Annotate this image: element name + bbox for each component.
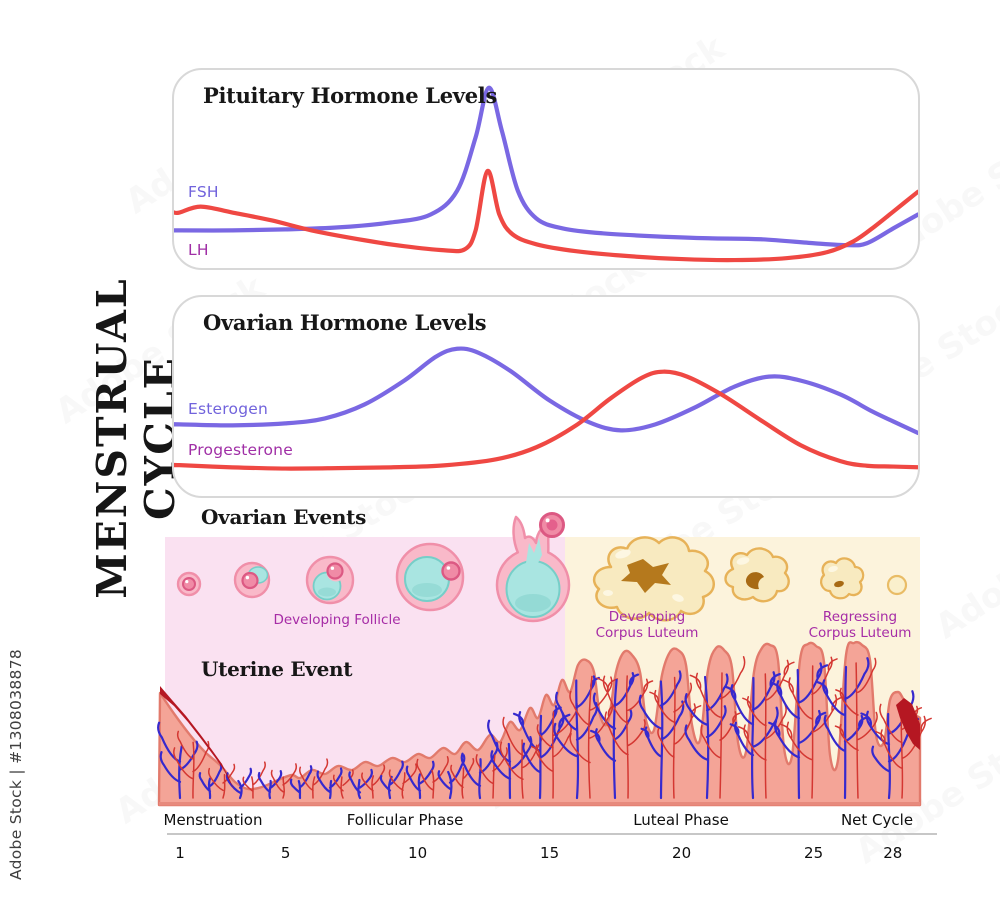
pituitary-hormone-panel: Pituitary Hormone Levels FSH LH — [172, 68, 920, 270]
corpus-luteum-icon — [724, 547, 790, 603]
vein-vessel — [684, 673, 729, 800]
vein-vessel — [316, 767, 343, 800]
vein-vessel — [553, 675, 600, 800]
primordial-follicle-icon — [176, 571, 202, 597]
artery-vessel — [207, 763, 236, 799]
day-axis-line — [167, 833, 937, 835]
uterine-event-heading: Uterine Event — [201, 657, 353, 681]
artery-vessel — [242, 761, 266, 799]
endometrial-blood-vessels — [157, 656, 932, 800]
day-tick-28: 28 — [883, 844, 903, 862]
artery-vessel — [416, 756, 449, 799]
primary-follicle-icon — [233, 561, 271, 599]
endometrium-base-line — [159, 802, 920, 806]
vein-vessel — [257, 770, 283, 800]
corpus-albicans-icon — [886, 574, 908, 596]
artery-vessel — [834, 657, 878, 799]
ovulating-follicle-icon — [495, 512, 571, 623]
ovarian-panel-title: Ovarian Hormone Levels — [203, 310, 487, 335]
vein-vessel — [816, 657, 870, 800]
lh-curve — [174, 168, 918, 263]
day-tick-1: 1 — [175, 844, 185, 862]
ovarian-uterine-illustration — [157, 512, 932, 807]
vein-vessel — [405, 760, 435, 800]
artery-vessel — [332, 769, 354, 799]
mature-follicle-icon — [395, 542, 465, 612]
vein-vessel — [724, 671, 781, 800]
estrogen-curve-label: Esterogen — [188, 400, 268, 418]
day-tick-10: 10 — [408, 844, 428, 862]
progesterone-curve-label: Progesterone — [188, 441, 293, 459]
developing-corpus-luteum-caption: Developing Corpus Luteum — [595, 609, 699, 641]
ovarian-hormone-panel: Ovarian Hormone Levels Esterogen Progest… — [172, 295, 920, 498]
day-tick-15: 15 — [540, 844, 560, 862]
fsh-curve-label: FSH — [188, 183, 219, 201]
lh-curve-label: LH — [188, 241, 209, 259]
progesterone-curve — [174, 369, 918, 471]
esterogen-curve — [174, 346, 918, 436]
artery-vessel — [569, 675, 619, 799]
vein-vessel — [348, 768, 373, 800]
artery-vessel — [780, 656, 844, 799]
pituitary-panel-title: Pituitary Hormone Levels — [203, 83, 497, 108]
artery-vessel — [475, 747, 508, 799]
vein-vessel — [437, 754, 466, 800]
artery-vessel — [270, 763, 298, 799]
artery-vessel — [531, 699, 578, 799]
day-tick-5: 5 — [280, 844, 291, 862]
phase-label-follicular-phase: Follicular Phase — [346, 811, 464, 829]
menstrual-blood-right — [896, 698, 920, 750]
follicle-stages — [176, 512, 908, 623]
endometrium-illustration — [157, 640, 932, 807]
regressing-corpus-luteum-caption: Regressing Corpus Luteum — [808, 609, 912, 641]
artery-vessel — [499, 716, 543, 799]
phase-label-menstruation: Menstruation — [163, 811, 263, 829]
artery-vessel — [388, 763, 418, 799]
vein-vessel — [379, 760, 404, 800]
vein-vessel — [512, 705, 571, 800]
developing-follicle-caption: Developing Follicle — [273, 612, 401, 628]
vein-vessel — [638, 670, 685, 800]
ovarian-events-heading: Ovarian Events — [201, 505, 367, 529]
vein-vessel — [157, 721, 199, 800]
artery-vessel — [596, 675, 654, 799]
vein-vessel — [225, 767, 253, 800]
menstrual-blood-left — [160, 686, 234, 790]
phase-label-net-cycle: Net Cycle — [840, 811, 914, 829]
day-tick-20: 20 — [672, 844, 692, 862]
artery-vessel — [689, 656, 746, 799]
pituitary-hormone-chart — [174, 85, 918, 263]
vein-vessel — [460, 741, 499, 800]
artery-vessel — [737, 659, 795, 799]
regressing-corpus-luteum-icon — [820, 557, 865, 600]
artery-vessel — [361, 764, 386, 799]
artery-vessel — [450, 757, 475, 799]
developing-corpus-luteum-icon — [592, 536, 715, 622]
secondary-follicle-icon — [305, 555, 355, 605]
vein-vessel — [289, 765, 313, 800]
page-title: MENSTRUAL CYCLE — [88, 277, 184, 599]
day-tick-25: 25 — [804, 844, 824, 862]
phase-label-luteal-phase: Luteal Phase — [633, 811, 729, 829]
fsh-curve — [174, 85, 918, 248]
ovarian-hormone-chart — [174, 346, 918, 471]
vein-vessel — [198, 763, 223, 800]
vein-vessel — [768, 662, 829, 800]
artery-vessel — [649, 676, 702, 799]
artery-vessel — [299, 758, 329, 799]
stock-credit: Adobe Stock | #1308038878 — [7, 648, 25, 880]
